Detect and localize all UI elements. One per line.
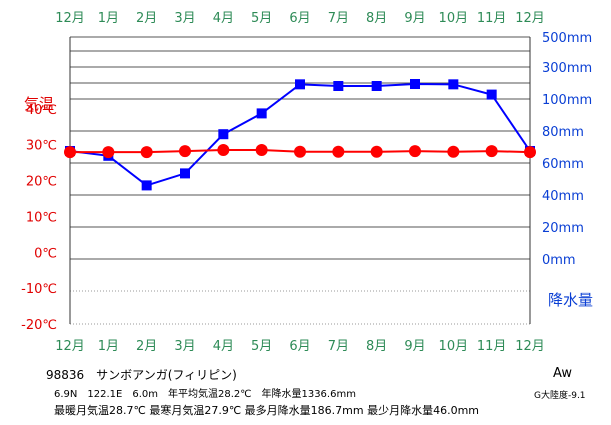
precipitation-point [256, 108, 267, 119]
temperature-point [140, 146, 153, 159]
temperature-series [64, 144, 536, 159]
precipitation-point [371, 81, 382, 91]
station-stats-line-2: 最暖月気温28.7℃ 最寒月気温27.9℃ 最多月降水量186.7mm 最少月降… [54, 404, 480, 417]
continentality-index: G大陸度-9.1 [534, 391, 586, 401]
month-label: 5月 [251, 339, 272, 354]
precipitation-tick-label: 20mm [542, 221, 584, 236]
temperature-tick-label: 30℃ [26, 139, 57, 154]
temperature-tick-label: -10℃ [21, 282, 57, 297]
month-label: 1月 [98, 11, 119, 26]
temperature-point [102, 146, 115, 159]
precipitation-tick-labels: 500mm 300mm 100mm 80mm 60mm 40mm 20mm 0mm [542, 31, 592, 268]
month-label: 8月 [366, 339, 387, 354]
month-label: 4月 [213, 11, 234, 26]
temperature-point [409, 145, 421, 158]
month-label: 10月 [439, 11, 469, 26]
temperature-point [217, 144, 230, 157]
month-label: 9月 [404, 339, 425, 354]
station-stats-line-1: 6.9N 122.1E 6.0m 年平均気温28.2℃ 年降水量1336.6mm [54, 389, 356, 400]
precipitation-tick-label: 40mm [542, 189, 584, 204]
precipitation-point [295, 79, 305, 90]
chart-axes [69, 37, 531, 324]
climate-classification: Aw [553, 366, 572, 381]
precipitation-point [333, 81, 344, 91]
month-label: 11月 [477, 339, 507, 354]
temperature-point [524, 146, 536, 159]
month-label: 12月 [515, 339, 545, 354]
month-label: 2月 [136, 339, 157, 354]
month-label: 2月 [136, 11, 157, 26]
month-labels-bottom: 12月 1月 2月 3月 4月 5月 6月 7月 8月 9月 10月 11月 12月 [55, 339, 545, 354]
month-labels-top: 12月 1月 2月 3月 4月 5月 6月 7月 8月 9月 10月 11月 12月 [55, 11, 545, 26]
temperature-point [179, 145, 191, 158]
month-label: 9月 [404, 11, 425, 26]
temperature-tick-label: 10℃ [26, 210, 57, 225]
temperature-point [447, 145, 460, 158]
temperature-point [332, 145, 345, 158]
precipitation-series [65, 79, 535, 191]
month-label: 10月 [439, 339, 469, 354]
temperature-tick-label: 0℃ [34, 246, 57, 261]
month-label: 5月 [251, 11, 272, 26]
precipitation-tick-label: 60mm [542, 157, 584, 172]
temperature-point [64, 146, 76, 159]
month-label: 1月 [98, 339, 119, 354]
month-label: 12月 [515, 11, 545, 26]
temperature-point [485, 145, 498, 158]
temperature-tick-label: 20℃ [26, 175, 57, 190]
month-label: 6月 [289, 11, 310, 26]
precipitation-tick-label: 80mm [542, 125, 584, 140]
temperature-tick-label: -20℃ [21, 318, 57, 333]
temperature-point [294, 145, 306, 158]
temperature-point [370, 145, 383, 158]
month-label: 7月 [328, 339, 349, 354]
precipitation-point [448, 79, 459, 90]
month-label: 3月 [174, 11, 195, 26]
temperature-tick-label: 40℃ [26, 103, 57, 118]
month-label: 7月 [328, 11, 349, 26]
station-name: 98836 サンボアンガ(フィリピン) [46, 368, 237, 382]
precipitation-tick-label: 100mm [542, 93, 592, 108]
chart-grid [70, 36, 530, 325]
temperature-axis-title: 気温 [24, 95, 54, 113]
month-label: 6月 [289, 339, 310, 354]
precipitation-point [218, 129, 229, 140]
precipitation-point [180, 168, 190, 179]
month-label: 3月 [174, 339, 195, 354]
precipitation-point [141, 180, 152, 191]
precipitation-tick-label: 300mm [542, 61, 592, 76]
temperature-tick-labels: 40℃ 30℃ 20℃ 10℃ 0℃ -10℃ -20℃ [21, 103, 57, 333]
precipitation-point [410, 79, 420, 89]
month-label: 12月 [55, 339, 85, 354]
month-label: 12月 [55, 11, 85, 26]
precipitation-axis-title: 降水量 [548, 291, 593, 309]
precipitation-point [486, 89, 497, 100]
month-label: 8月 [366, 11, 387, 26]
precipitation-tick-label: 0mm [542, 253, 576, 268]
month-label: 4月 [213, 339, 234, 354]
temperature-point [255, 144, 268, 157]
precipitation-tick-label: 500mm [542, 31, 592, 46]
month-label: 11月 [477, 11, 507, 26]
